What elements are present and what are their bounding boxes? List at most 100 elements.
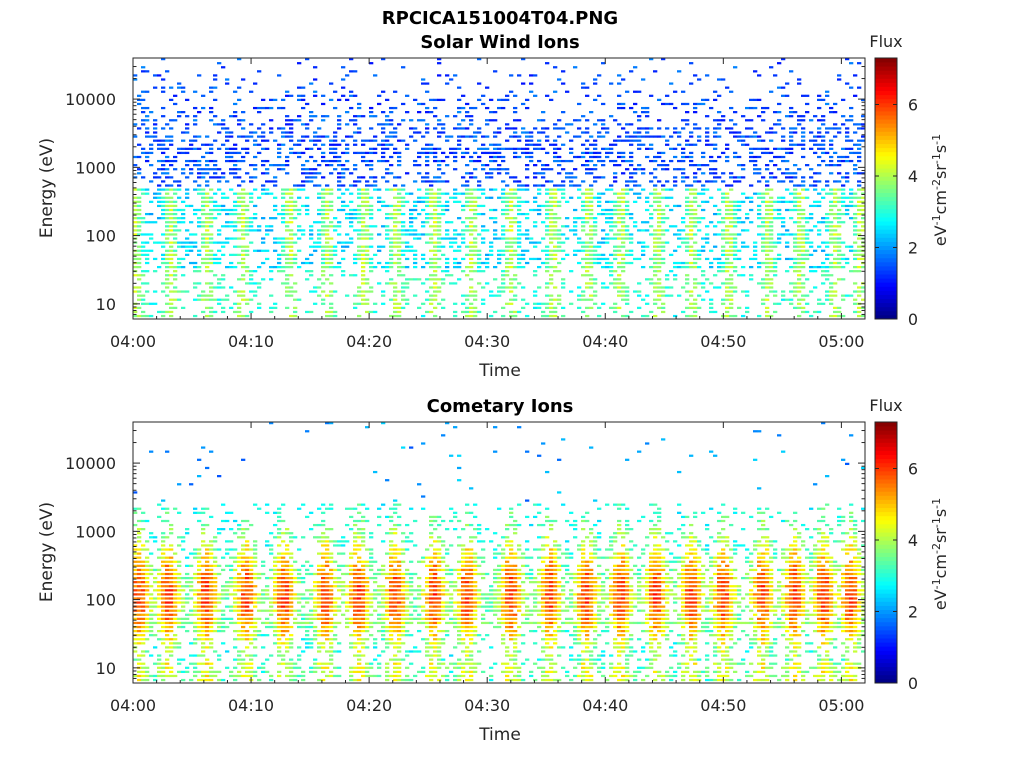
spectrogram-cell [249, 298, 254, 301]
spectrogram-cell [185, 576, 190, 580]
spectrogram-cell [629, 241, 634, 244]
spectrogram-cell [185, 585, 190, 588]
spectrogram-cell [593, 282, 598, 285]
spectrogram-cell [521, 306, 526, 310]
spectrogram-cell [617, 151, 622, 155]
spectrogram-cell [157, 74, 162, 77]
spectrogram-cell [437, 241, 442, 244]
spectrogram-cell [217, 233, 222, 236]
spectrogram-cell [841, 204, 846, 208]
spectrogram-cell [633, 102, 638, 106]
spectrogram-cell [165, 225, 170, 228]
spectrogram-cell [277, 265, 282, 269]
spectrogram-cell [217, 147, 222, 150]
spectrogram-cell [761, 139, 766, 142]
spectrogram-cell [753, 164, 758, 167]
spectrogram-cell [693, 225, 698, 228]
spectrogram-cell [141, 221, 146, 224]
spectrogram-cell [421, 233, 426, 236]
spectrogram-cell [349, 212, 354, 216]
spectrogram-cell [325, 310, 330, 314]
spectrogram-cell [421, 102, 426, 106]
spectrogram-cell [785, 229, 790, 232]
spectrogram-cell [377, 102, 382, 106]
spectrogram-cell [433, 257, 438, 261]
spectrogram-cell [321, 265, 326, 269]
spectrogram-cell [613, 204, 618, 208]
spectrogram-cell [445, 274, 450, 277]
spectrogram-cell [729, 176, 734, 179]
spectrogram-cell [169, 204, 174, 208]
spectrogram-cell [493, 188, 498, 191]
spectrogram-cell [697, 204, 702, 208]
spectrogram-cell [269, 180, 274, 183]
spectrogram-cell [197, 208, 202, 212]
spectrogram-cell [193, 147, 198, 150]
spectrogram-cell [497, 98, 502, 102]
spectrogram-cell [233, 237, 238, 240]
spectrogram-cell [605, 265, 610, 269]
spectrogram-cell [525, 131, 530, 134]
spectrogram-cell [341, 270, 346, 273]
spectrogram-cell [441, 270, 446, 273]
spectrogram-cell [853, 241, 858, 244]
spectrogram-cell [209, 159, 214, 163]
spectrogram-cell [733, 225, 738, 228]
spectrogram-cell [777, 212, 782, 216]
spectrogram-cell [321, 176, 326, 179]
spectrogram-cell [645, 294, 650, 297]
spectrogram-cell [481, 286, 486, 289]
spectrogram-cell [617, 212, 622, 216]
spectrogram-cell [593, 196, 598, 199]
spectrogram-cell [753, 241, 758, 244]
spectrogram-cell [365, 208, 370, 212]
spectrogram-cell [173, 613, 178, 616]
spectrogram-cell [481, 151, 486, 155]
colorbar-segment [875, 98, 897, 104]
spectrogram-cell [145, 233, 150, 236]
spectrogram-cell [705, 257, 710, 261]
spectrogram-cell [585, 86, 590, 89]
spectrogram-cell [161, 556, 166, 559]
spectrogram-cell [145, 135, 150, 138]
spectrogram-cell [169, 86, 174, 89]
spectrogram-cell [833, 102, 838, 106]
spectrogram-cell [845, 261, 850, 265]
spectrogram-cell [681, 237, 686, 240]
spectrogram-cell [633, 172, 638, 175]
spectrogram-cell [257, 143, 262, 146]
spectrogram-cell [845, 159, 850, 163]
spectrogram-cell [833, 200, 838, 203]
spectrogram-cell [413, 204, 418, 208]
spectrogram-cell [773, 265, 778, 269]
spectrogram-cell [605, 217, 610, 220]
spectrogram-cell [181, 147, 186, 150]
spectrogram-cell [429, 192, 434, 195]
spectrogram-cell [217, 282, 222, 285]
spectrogram-cell [437, 131, 442, 134]
spectrogram-cell [809, 139, 814, 142]
spectrogram-cell [801, 176, 806, 179]
spectrogram-cell [793, 111, 798, 114]
spectrogram-cell [133, 544, 138, 547]
spectrogram-cell [853, 74, 858, 77]
spectrogram-cell [149, 180, 154, 183]
spectrogram-cell [525, 302, 530, 305]
spectrogram-cell [509, 229, 514, 232]
spectrogram-cell [625, 204, 630, 208]
spectrogram-cell [609, 229, 614, 232]
spectrogram-cell [141, 151, 146, 155]
spectrogram-cell [321, 192, 326, 195]
spectrogram-cell [513, 135, 518, 138]
spectrogram-cell [285, 290, 290, 293]
spectrogram-cell [389, 298, 394, 301]
spectrogram-cell [149, 568, 154, 572]
spectrogram-cell [249, 192, 254, 195]
spectrogram-cell [637, 115, 642, 118]
spectrogram-cell [769, 229, 774, 232]
spectrogram-cell [793, 184, 798, 187]
spectrogram-cell [261, 237, 266, 240]
spectrogram-cell [233, 265, 238, 269]
spectrogram-cell [793, 249, 798, 252]
spectrogram-cell [337, 208, 342, 212]
